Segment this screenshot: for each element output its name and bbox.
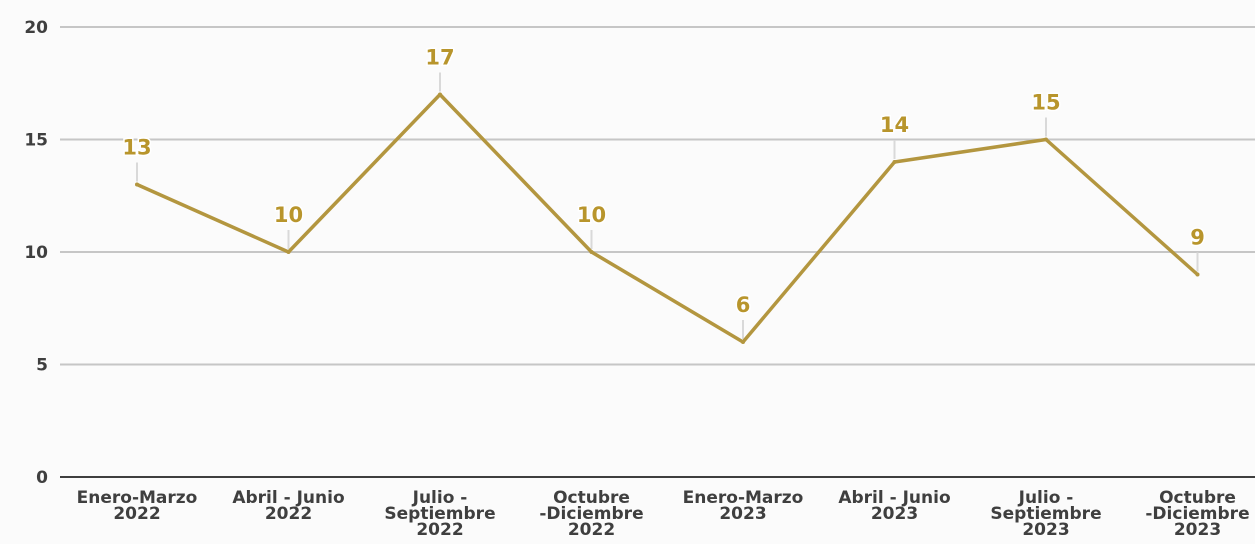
data-point: [1195, 272, 1200, 277]
data-point: [892, 160, 897, 164]
x-tick-label: Octubre -Diciembre 2023: [1145, 488, 1249, 540]
data-label: 15: [1031, 91, 1060, 115]
data-labels: 13 10 17 10 6 14 15 9: [121, 44, 1206, 319]
x-tick-label: Julio -Septiembre 2022: [384, 488, 495, 540]
x-tick-label: Enero-Marzo 2022: [77, 488, 198, 524]
y-axis-ticks: 0 5 10 15 20: [24, 18, 48, 488]
data-point: [589, 250, 594, 254]
y-tick-label: 20: [24, 18, 48, 38]
data-label-leaders: [136, 72, 1199, 339]
x-tick-label: Julio -Septiembre 2023: [990, 488, 1101, 540]
data-label: 9: [1190, 226, 1205, 250]
data-point: [438, 92, 442, 97]
series-line: [135, 92, 1200, 344]
data-label: 17: [425, 46, 454, 70]
y-tick-label: 15: [24, 131, 48, 151]
x-tick-label: Octubre -Diciembre 2022: [539, 488, 643, 540]
x-tick-label: Enero-Marzo 2023: [683, 488, 804, 524]
data-label: 14: [880, 113, 909, 137]
y-tick-label: 5: [36, 356, 48, 376]
data-label: 10: [577, 203, 606, 227]
data-label: 10: [274, 203, 303, 227]
data-point: [135, 182, 139, 187]
data-point: [1044, 137, 1048, 142]
data-point: [286, 250, 291, 254]
y-tick-label: 0: [36, 468, 48, 488]
data-point: [741, 340, 745, 344]
x-tick-label: Abril - Junio 2022: [232, 488, 344, 524]
data-label: 6: [736, 293, 751, 317]
x-axis-ticks: Enero-Marzo 2022 Abril - Junio 2022 Julio -S…: [77, 488, 1250, 540]
y-tick-label: 10: [24, 243, 48, 263]
grid-lines: [60, 26, 1255, 478]
data-label: 13: [122, 136, 151, 160]
x-tick-label: Abril - Junio 2023: [838, 488, 950, 524]
series-polyline: [135, 92, 1200, 344]
